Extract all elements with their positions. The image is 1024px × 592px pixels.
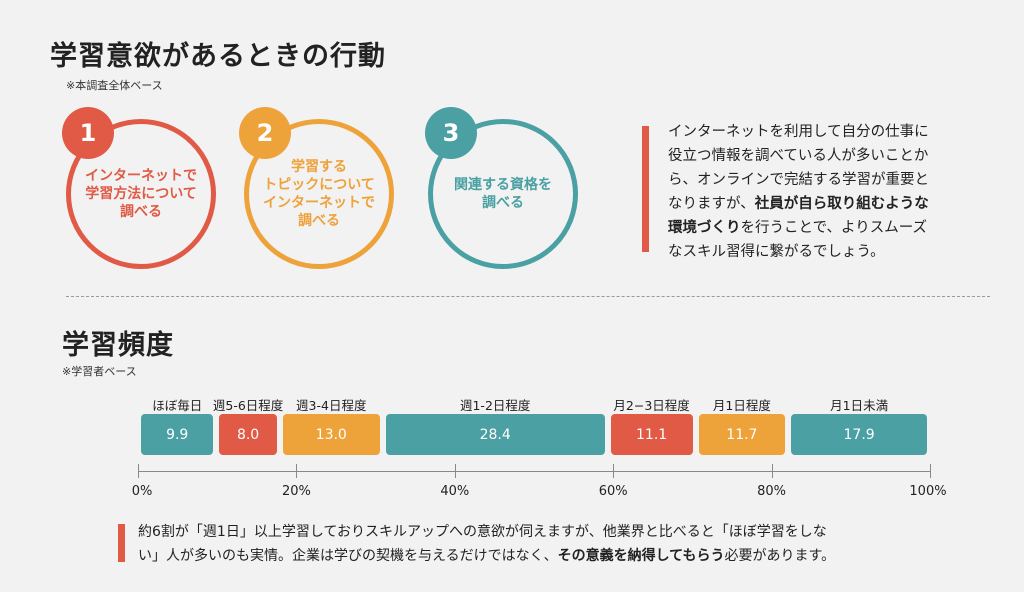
number-badge-3: 3 [425, 107, 477, 159]
x-axis-tick-label: 80% [757, 484, 787, 499]
comment2-line-1: 約6割が「週1日」以上学習しておりスキルアップへの意欲が伺えますが、他業界と比べ… [138, 524, 827, 540]
comment2-line-2-text: い」人が多いのも実情。企業は学びの契機を与えるだけではなく、 [138, 548, 558, 564]
bar-value-label: 11.1 [636, 426, 668, 443]
x-axis-tick-label: 60% [598, 484, 628, 499]
x-axis-tick-label: 0% [131, 484, 153, 499]
action-1-line-1: インターネットで [85, 168, 197, 184]
section2-comment: 約6割が「週1日」以上学習しておりスキルアップへの意欲が伺えますが、他業界と比べ… [138, 520, 998, 568]
action-2-line-4: 調べる [298, 213, 340, 229]
bar-segment: 8.0 [219, 414, 277, 455]
comment-line-1: インターネットを利用して自分の仕事に [668, 124, 929, 140]
comment2-line-2-bold: その意義を納得してもらう [557, 548, 725, 564]
category-label: 週1-2日程度 [459, 398, 531, 413]
comment-line-4-text: なりますが、 [668, 196, 755, 212]
number-badge-1: 1 [62, 107, 114, 159]
comment-line-5: 環境づくりを行うことで、よりスムーズ [668, 216, 988, 240]
x-axis-tick-label: 100% [909, 484, 947, 499]
comment-line-4-bold: 社員が自ら取り組むような [754, 196, 929, 212]
bar-value-label: 9.9 [166, 426, 189, 443]
category-label: 月2−3日程度 [613, 398, 690, 413]
comment-line-2: 役立つ情報を調べている人が多いことか [668, 148, 929, 164]
section2-title: 学習頻度 [62, 330, 174, 361]
action-2-line-2: トピックについて [263, 177, 375, 193]
comment-line-5-text: を行うことで、よりスムーズ [740, 220, 927, 236]
x-axis-tick-label: 40% [440, 484, 470, 499]
category-label: 週5-6日程度 [212, 398, 284, 413]
category-label: 週3-4日程度 [296, 398, 367, 413]
x-axis-tick [771, 464, 773, 478]
action-circle-3-text: 関連する資格を 調べる [454, 176, 552, 212]
action-circle-2: 学習する トピックについて インターネットで 調べる [244, 119, 394, 269]
comment-line-5-bold: 環境づくり [668, 220, 741, 236]
bar-value-label: 8.0 [236, 426, 260, 443]
comment2-accent-bar [118, 524, 125, 562]
category-label: ほぼ毎日 [152, 398, 203, 413]
comment-line-3: ら、オンラインで完結する学習が重要と [668, 172, 929, 188]
category-label: 月1日程度 [712, 398, 771, 413]
action-3-line-1: 関連する資格を [454, 177, 552, 193]
action-3-line-2: 調べる [482, 195, 524, 211]
bar-value-label: 28.4 [479, 426, 511, 443]
x-axis-tick [613, 464, 615, 478]
bar-value-label: 11.7 [726, 426, 758, 443]
comment2-line-2-end: 必要があります。 [724, 548, 836, 564]
bar-segment: 11.1 [610, 414, 693, 455]
x-axis-line [138, 471, 930, 472]
x-axis-tick [138, 464, 139, 478]
comment2-line-2: い」人が多いのも実情。企業は学びの契機を与えるだけではなく、その意義を納得しても… [138, 544, 998, 568]
category-label: 月1日未満 [830, 398, 889, 413]
action-2-line-3: インターネットで [263, 195, 375, 211]
comment-line-4: なりますが、社員が自ら取り組むような [668, 192, 988, 216]
section1-comment: インターネットを利用して自分の仕事に 役立つ情報を調べている人が多いことか ら、… [668, 120, 988, 264]
section2-note: ※学習者ベース [62, 365, 137, 378]
bar-segment: 9.9 [141, 414, 214, 455]
number-badge-2: 2 [239, 107, 291, 159]
x-axis-tick-label: 20% [281, 484, 311, 499]
x-axis-tick [930, 464, 931, 478]
action-circle-1-text: インターネットで 学習方法について 調べる [85, 167, 197, 221]
bar-segment: 17.9 [791, 414, 927, 455]
x-axis-tick [454, 464, 456, 478]
bar-value-label: 17.9 [843, 426, 875, 443]
action-1-line-2: 学習方法について [85, 186, 197, 202]
comment-accent-bar [642, 126, 649, 252]
section1-note: ※本調査全体ベース [66, 79, 163, 92]
bar-segment: 11.7 [698, 414, 786, 455]
section-divider [66, 296, 990, 297]
action-circle-2-text: 学習する トピックについて インターネットで 調べる [263, 158, 375, 230]
bar-segment: 13.0 [282, 414, 380, 455]
action-circle-3: 関連する資格を 調べる [428, 119, 578, 269]
action-2-line-1: 学習する [291, 159, 347, 175]
bar-value-label: 13.0 [315, 426, 347, 443]
bar-segment: 28.4 [385, 414, 605, 455]
action-circle-1: インターネットで 学習方法について 調べる [66, 119, 216, 269]
section1-title: 学習意欲があるときの行動 [50, 41, 386, 72]
comment-line-6: なスキル習得に繋がるでしょう。 [668, 244, 885, 260]
action-1-line-3: 調べる [120, 204, 162, 220]
x-axis-tick [296, 464, 298, 478]
